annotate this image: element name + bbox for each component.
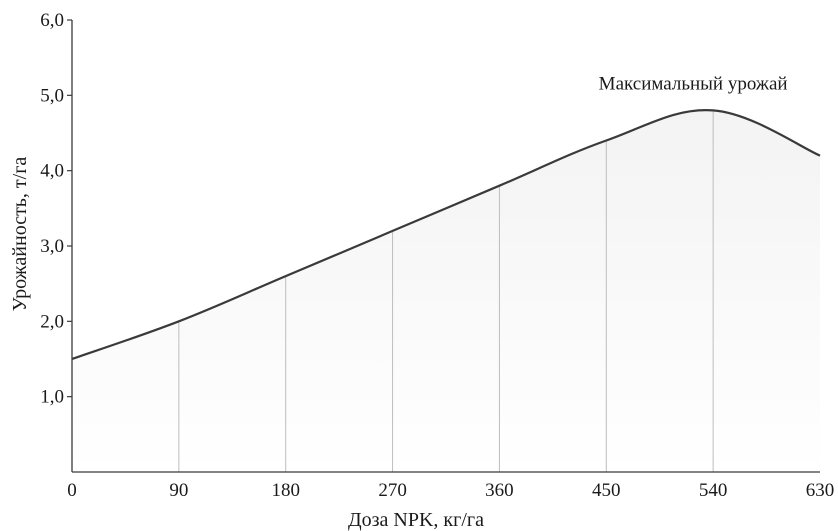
series-line (71, 109, 821, 361)
area-fill (72, 110, 820, 472)
y-tick-label: 3,0 (40, 236, 64, 257)
x-tick-label: 630 (806, 480, 835, 501)
x-tick-label: 90 (169, 480, 188, 501)
x-tick-label: 360 (485, 480, 514, 501)
area-fill-layer (72, 110, 820, 472)
x-axis-title: Доза NPK, кг/га (348, 509, 484, 531)
max-yield-annotation: Максимальный урожай (599, 73, 788, 94)
x-tick-label: 450 (592, 480, 621, 501)
y-tick-label: 2,0 (40, 311, 64, 332)
y-tick-label: 4,0 (40, 161, 64, 182)
x-tick-label: 0 (67, 480, 77, 501)
x-tick-label: 180 (271, 480, 300, 501)
y-tick-label: 1,0 (40, 387, 64, 408)
y-tick-label: 6,0 (40, 10, 64, 31)
x-tick-label: 540 (699, 480, 728, 501)
y-tick-label: 5,0 (40, 85, 64, 106)
series-line-layer (71, 109, 821, 361)
x-tick-label: 270 (378, 480, 407, 501)
tick-labels: 0 90 180 270 360 450 540 630 1,0 2,0 3,0 4,0 5,0 6,0 (40, 10, 834, 501)
y-axis-title: Урожайность, т/га (9, 157, 31, 312)
vertical-guides (178, 110, 714, 472)
